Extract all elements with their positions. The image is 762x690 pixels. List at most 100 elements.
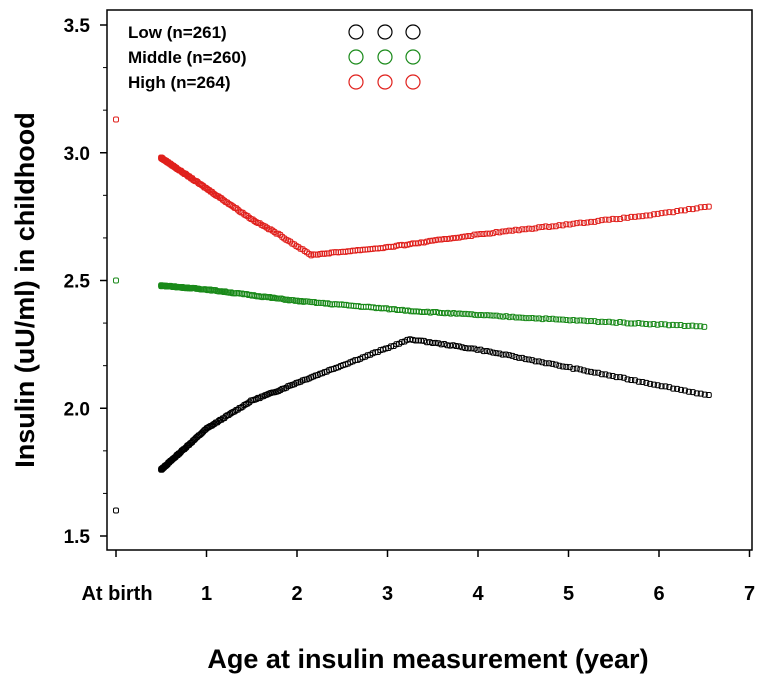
data-point bbox=[465, 311, 472, 318]
data-point bbox=[275, 230, 282, 237]
data-point bbox=[512, 226, 519, 233]
data-point bbox=[409, 240, 416, 247]
data-point bbox=[496, 229, 503, 236]
data-point bbox=[701, 204, 708, 211]
data-point bbox=[436, 309, 443, 316]
data-point bbox=[591, 218, 598, 225]
legend-label: High (n=264) bbox=[128, 73, 231, 92]
data-point bbox=[499, 351, 506, 358]
x-axis-label: Age at insulin measurement (year) bbox=[207, 644, 648, 674]
data-point bbox=[438, 236, 445, 243]
data-point bbox=[500, 313, 507, 320]
data-point bbox=[577, 366, 584, 373]
data-point bbox=[277, 387, 284, 394]
data-point bbox=[219, 288, 226, 295]
data-point bbox=[532, 315, 539, 322]
data-point bbox=[689, 322, 696, 329]
data-point bbox=[697, 323, 704, 330]
x-tick-label: At birth bbox=[81, 583, 152, 605]
data-point-birth bbox=[113, 116, 119, 123]
data-point bbox=[669, 321, 676, 328]
data-point bbox=[606, 216, 613, 223]
data-point bbox=[643, 379, 650, 386]
data-point bbox=[685, 388, 692, 395]
data-point bbox=[535, 358, 542, 365]
data-point bbox=[693, 390, 700, 397]
data-point bbox=[536, 315, 543, 322]
data-point bbox=[542, 223, 549, 230]
data-point bbox=[515, 354, 522, 361]
data-point bbox=[453, 234, 460, 241]
data-point bbox=[631, 213, 638, 220]
data-point bbox=[662, 383, 669, 390]
data-point bbox=[418, 309, 425, 316]
data-point bbox=[654, 321, 661, 328]
data-point bbox=[429, 237, 436, 244]
data-point bbox=[477, 230, 484, 237]
legend-marker bbox=[348, 74, 364, 90]
data-point bbox=[474, 231, 481, 238]
data-point bbox=[474, 346, 481, 353]
data-point bbox=[462, 344, 469, 351]
data-point bbox=[650, 321, 657, 328]
data-point bbox=[441, 310, 448, 317]
data-point bbox=[609, 372, 616, 379]
data-point bbox=[526, 315, 533, 322]
data-point bbox=[468, 311, 475, 318]
data-point bbox=[512, 314, 519, 321]
data-point bbox=[418, 337, 425, 344]
data-point bbox=[689, 389, 696, 396]
data-point bbox=[613, 374, 620, 381]
x-tick-label: 1 bbox=[201, 583, 212, 605]
data-point bbox=[486, 348, 493, 355]
data-point bbox=[685, 322, 692, 329]
data-point bbox=[506, 352, 513, 359]
data-point bbox=[613, 319, 620, 326]
data-point bbox=[566, 364, 573, 371]
data-point bbox=[566, 317, 573, 324]
data-point bbox=[496, 350, 503, 357]
data-point bbox=[220, 288, 227, 295]
data-point bbox=[591, 369, 598, 376]
data-point bbox=[233, 205, 240, 212]
data-point bbox=[490, 230, 497, 237]
data-point bbox=[689, 206, 696, 213]
legend-marker bbox=[348, 24, 364, 40]
data-point bbox=[681, 387, 688, 394]
data-point bbox=[556, 316, 563, 323]
data-point bbox=[570, 316, 577, 323]
data-point bbox=[474, 312, 481, 319]
data-point bbox=[271, 229, 278, 236]
data-point bbox=[423, 339, 430, 346]
data-point bbox=[493, 350, 500, 357]
y-tick-label: 3.0 bbox=[64, 144, 90, 165]
data-point bbox=[253, 219, 260, 226]
data-point bbox=[549, 360, 556, 367]
data-point bbox=[432, 237, 439, 244]
data-point bbox=[499, 228, 506, 235]
data-point bbox=[595, 217, 602, 224]
data-point bbox=[646, 321, 653, 328]
data-point bbox=[525, 356, 532, 363]
data-point bbox=[654, 382, 661, 389]
data-point bbox=[670, 385, 677, 392]
data-point-birth bbox=[113, 277, 119, 284]
data-point bbox=[456, 343, 463, 350]
data-point bbox=[260, 393, 267, 400]
data-point bbox=[631, 320, 638, 327]
data-point bbox=[516, 314, 523, 321]
data-point bbox=[563, 363, 570, 370]
data-point bbox=[584, 368, 591, 375]
data-point bbox=[606, 318, 613, 325]
data-point bbox=[580, 367, 587, 374]
x-tick-label: 5 bbox=[563, 583, 574, 605]
data-point bbox=[456, 310, 463, 317]
data-point bbox=[407, 308, 414, 315]
data-point bbox=[426, 237, 433, 244]
data-point bbox=[616, 319, 623, 326]
data-point bbox=[447, 342, 454, 349]
data-point bbox=[573, 220, 580, 227]
legend-label: Low (n=261) bbox=[128, 23, 227, 42]
data-point bbox=[573, 365, 580, 372]
